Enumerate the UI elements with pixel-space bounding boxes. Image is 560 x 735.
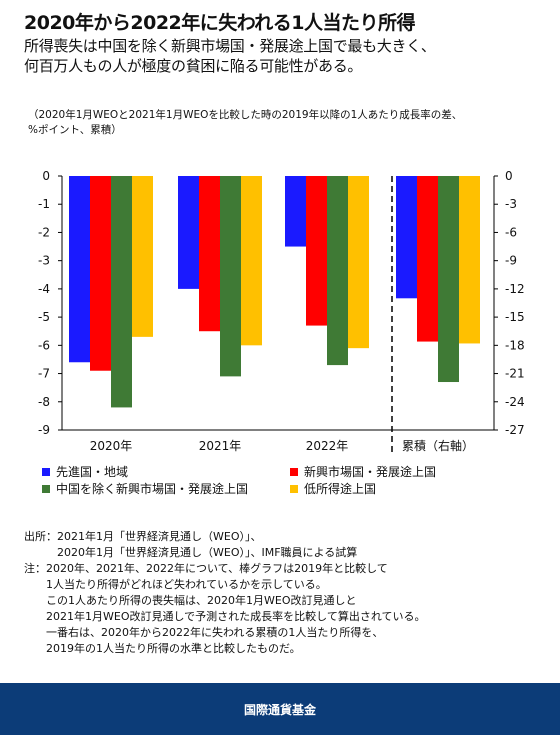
x-axis-category-label: 2020年 bbox=[90, 439, 133, 453]
legend-label-advanced: 先進国・地域 bbox=[56, 465, 129, 479]
note-line: 注：2020年、2021年、2022年について、棒グラフは2019年と比較して bbox=[24, 562, 388, 575]
bar-emerging-3 bbox=[306, 176, 327, 326]
bar-low-income-4 bbox=[459, 176, 480, 344]
right-axis-tick-label: -15 bbox=[505, 310, 525, 324]
bar-emerging-1 bbox=[90, 176, 111, 371]
left-axis-tick-label: -7 bbox=[38, 367, 50, 381]
bar-advanced-1 bbox=[69, 176, 90, 363]
right-axis-tick-label: -12 bbox=[505, 282, 525, 296]
left-axis-tick-label: -5 bbox=[38, 310, 50, 324]
bar-chart: 0 -1 -2 -3 -4 -5 -6 -7 -8 -9 0 -3 -6 -9 -12 -15 -18 -21 -2… bbox=[38, 169, 525, 453]
bar-emerging-2 bbox=[199, 176, 220, 332]
bar-emerging-ex-china-1 bbox=[111, 176, 132, 408]
right-axis-tick-label: -27 bbox=[505, 423, 525, 437]
legend-label-emerging: 新興市場国・発展途上国 bbox=[304, 465, 437, 479]
x-axis-category-label: 2022年 bbox=[306, 439, 349, 453]
legend-swatch-advanced bbox=[42, 467, 50, 476]
bar-low-income-3 bbox=[348, 176, 369, 349]
units-note: （2020年1月WEOと2021年1月WEOを比較した時の2019年以降の1人あ… bbox=[28, 108, 462, 138]
bar-low-income-1 bbox=[132, 176, 153, 337]
right-axis-tick-label: 0 bbox=[505, 169, 513, 183]
bar-emerging-ex-china-4 bbox=[438, 176, 459, 383]
right-axis-tick-label: -9 bbox=[505, 254, 517, 268]
legend-label-emerging-ex-china: 中国を除く新興市場国・発展途上国 bbox=[56, 482, 249, 496]
legend-swatch-low-income bbox=[290, 484, 298, 493]
chart-title: 2020年から2022年に失われる1人当たり所得 bbox=[24, 12, 416, 34]
note-line: この1人あたり所得の喪失幅は、2020年1月WEO改訂見通しと bbox=[24, 594, 357, 607]
bar-emerging-ex-china-2 bbox=[220, 176, 241, 377]
left-axis-tick-label: -3 bbox=[38, 254, 50, 268]
left-axis-tick-label: -2 bbox=[38, 225, 50, 239]
right-axis-tick-label: -21 bbox=[505, 367, 525, 381]
right-axis-tick-label: -6 bbox=[505, 225, 517, 239]
legend-swatch-emerging-ex-china bbox=[42, 484, 50, 493]
units-line-2: %ポイント、累積） bbox=[28, 124, 122, 136]
bar-emerging-ex-china-3 bbox=[327, 176, 348, 366]
note-line: 一番右は、2020年から2022年に失われる累積の1人当たり所得を、 bbox=[24, 626, 384, 639]
x-axis-category-label: 累積（右軸） bbox=[402, 438, 474, 453]
bar-low-income-2 bbox=[241, 176, 262, 346]
legend-item-emerging: 新興市場国・発展途上国 bbox=[290, 463, 436, 480]
footer-bar: 国際通貨基金 bbox=[0, 683, 560, 735]
bar-advanced-2 bbox=[178, 176, 199, 289]
note-line: 2019年の1人当たり所得の水準と比較したものだ。 bbox=[24, 642, 301, 655]
right-axis-tick-label: -24 bbox=[505, 395, 525, 409]
legend-label-low-income: 低所得途上国 bbox=[304, 482, 377, 496]
subtitle-line-1: 所得喪失は中国を除く新興市場国・発展途上国で最も大きく、 bbox=[24, 37, 436, 55]
legend-swatch-emerging bbox=[290, 467, 298, 476]
left-axis-tick-label: -9 bbox=[38, 423, 50, 437]
left-axis-tick-label: -1 bbox=[38, 197, 50, 211]
note-line: 2020年1月「世界経済見通し（WEO）」、IMF職員による試算 bbox=[24, 546, 358, 559]
note-line: 2021年1月WEO改訂見通しで予測された成長率を比較して算出されている。 bbox=[24, 610, 426, 623]
left-axis-tick-label: -8 bbox=[38, 395, 50, 409]
left-axis-tick-label: 0 bbox=[42, 169, 50, 183]
note-line: 出所：2021年1月「世界経済見通し（WEO）」、 bbox=[24, 530, 262, 543]
note-line: 1人当たり所得がどれほど失われているかを示している。 bbox=[24, 578, 327, 591]
legend-item-advanced: 先進国・地域 bbox=[42, 463, 128, 480]
legend-item-low-income: 低所得途上国 bbox=[290, 480, 376, 497]
right-axis-tick-label: -18 bbox=[505, 338, 525, 352]
subtitle-line-2: 何百万人もの人が極度の貧困に陥る可能性がある。 bbox=[24, 57, 363, 75]
right-axis-tick-label: -3 bbox=[505, 197, 517, 211]
source-notes: 出所：2021年1月「世界経済見通し（WEO）」、 2020年1月「世界経済見通… bbox=[24, 529, 426, 657]
bar-advanced-3 bbox=[285, 176, 306, 247]
chart-subtitle: 所得喪失は中国を除く新興市場国・発展途上国で最も大きく、 何百万人もの人が極度の… bbox=[24, 36, 436, 76]
x-axis-category-label: 2021年 bbox=[199, 439, 242, 453]
left-axis-tick-label: -6 bbox=[38, 338, 50, 352]
legend-item-emerging-ex-china: 中国を除く新興市場国・発展途上国 bbox=[42, 480, 248, 497]
footer-org-name: 国際通貨基金 bbox=[243, 702, 316, 717]
bar-emerging-4 bbox=[417, 176, 438, 342]
units-line-1: （2020年1月WEOと2021年1月WEOを比較した時の2019年以降の1人あ… bbox=[28, 109, 463, 121]
bar-advanced-4 bbox=[396, 176, 417, 299]
left-axis-tick-label: -4 bbox=[38, 282, 50, 296]
